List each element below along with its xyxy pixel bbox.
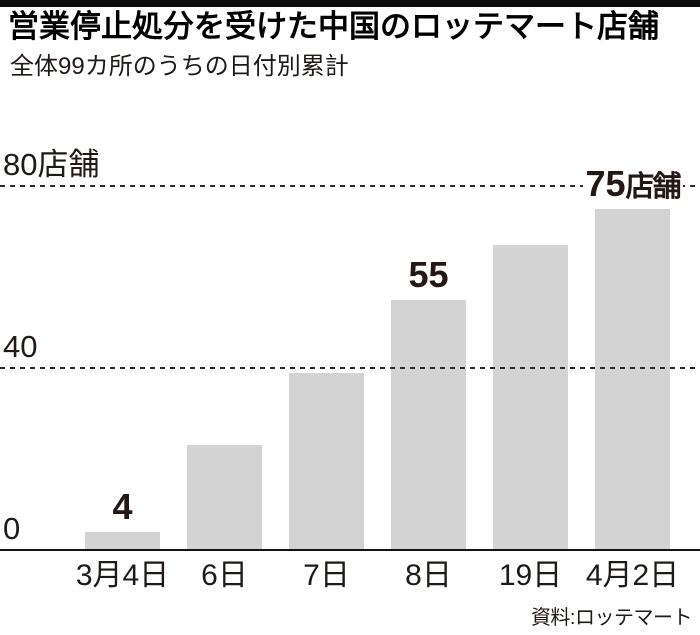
chart-subtitle: 全体99カ所のうちの日付別累計: [10, 53, 349, 80]
y-axis-label-40: 40: [3, 329, 38, 364]
bar-6日: [187, 445, 262, 550]
bar-3月4日: [85, 532, 160, 550]
top-accent-bar: [0, 0, 700, 7]
gridline-40: [0, 367, 700, 369]
bar-7日: [289, 373, 364, 550]
value-label-4月2日: 75店舗: [582, 163, 683, 205]
source-credit: 資料:ロッテマート: [530, 607, 693, 629]
y-axis-label-0: 0: [3, 511, 21, 546]
value-number: 55: [408, 254, 449, 296]
value-label-3月4日: 4: [109, 486, 136, 528]
value-number: 75: [585, 163, 626, 205]
value-unit-suffix: 店舗: [625, 171, 682, 204]
x-axis-label: 4月2日: [585, 559, 680, 592]
x-axis-label: 7日: [303, 559, 350, 592]
bar-8日: [391, 300, 466, 550]
y-axis-label-80: 80店舗: [3, 147, 100, 182]
x-axis-label: 8日: [405, 559, 452, 592]
bar-4月2日: [595, 209, 670, 550]
x-axis-baseline: [0, 549, 700, 551]
x-axis-label: 19日: [498, 559, 563, 592]
x-axis-label: 3月4日: [75, 559, 170, 592]
value-number: 4: [112, 486, 133, 528]
chart-title: 営業停止処分を受けた中国のロッテマート店舗: [8, 9, 659, 44]
value-label-8日: 55: [405, 254, 452, 296]
x-axis-label: 6日: [201, 559, 248, 592]
bar-19日: [493, 245, 568, 550]
gridline-80: [0, 185, 700, 187]
